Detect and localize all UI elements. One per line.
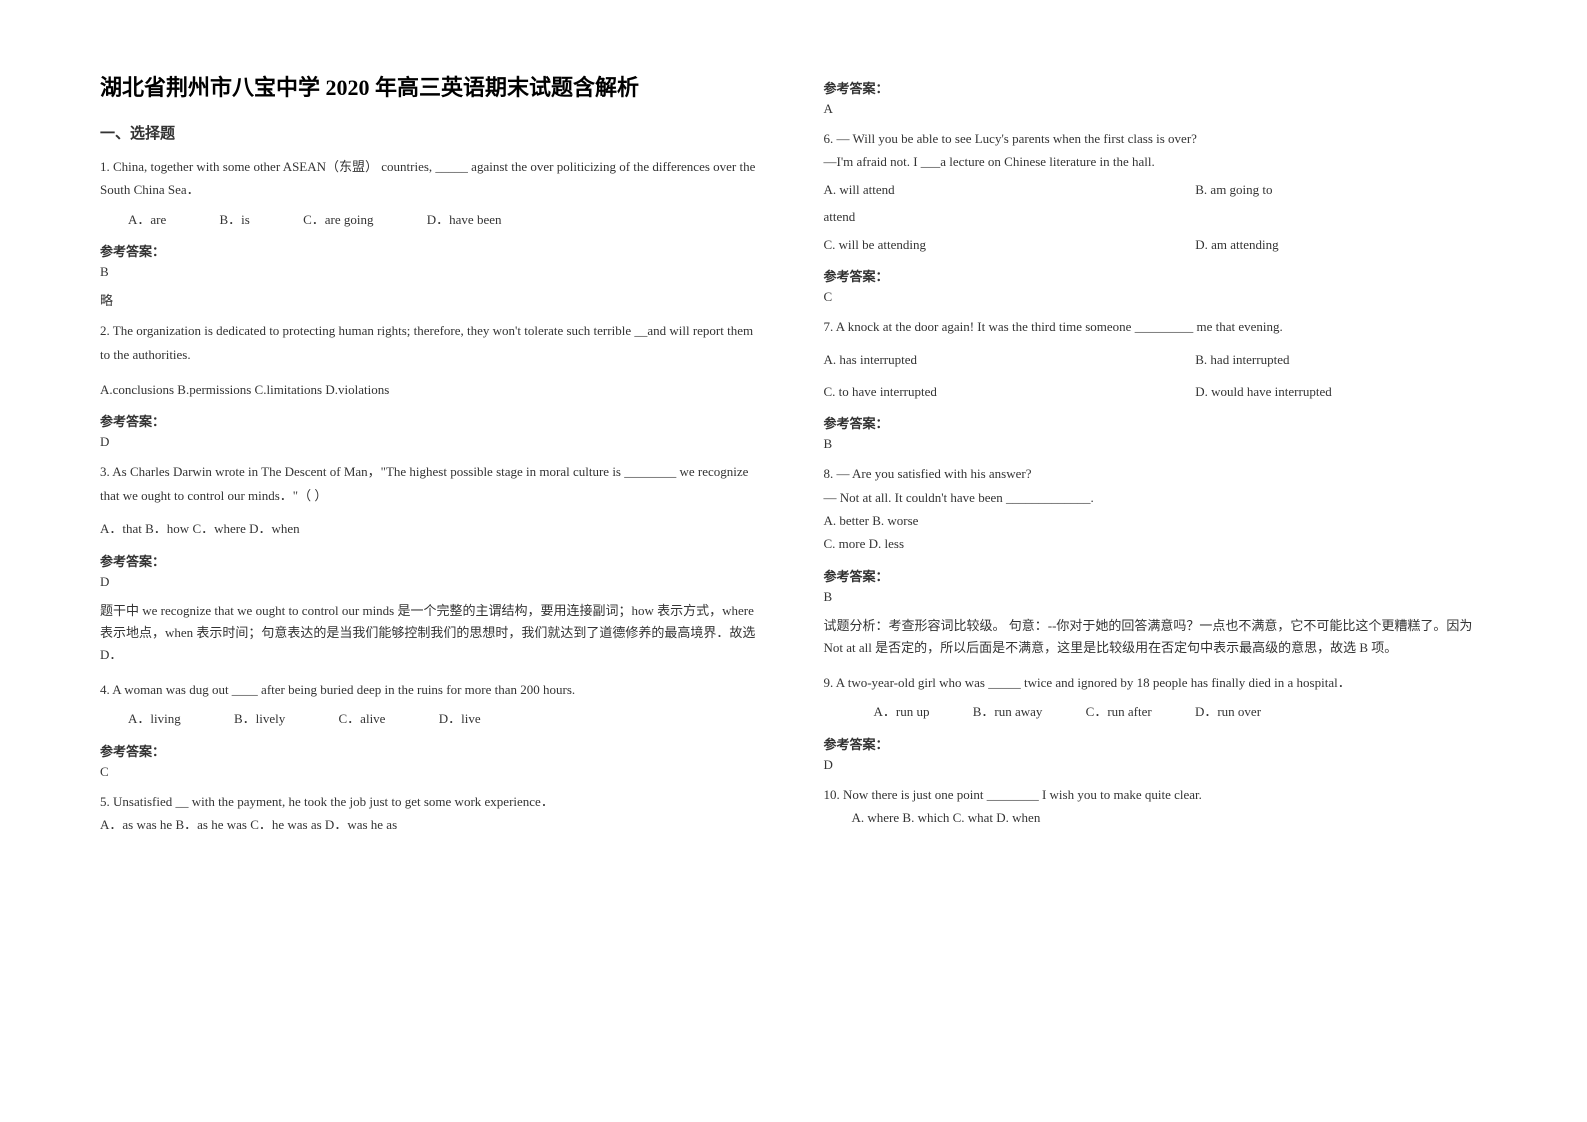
- option-b: B．is: [220, 208, 250, 231]
- option-d: D. am attending: [1115, 233, 1487, 256]
- answer-label: 参考答案：: [100, 241, 764, 260]
- answer-label: 参考答案：: [824, 266, 1488, 285]
- question-text: 1. China, together with some other ASEAN…: [100, 155, 764, 202]
- option-row: A．as was he B．as he was C．he was as D．wa…: [100, 813, 764, 836]
- question-text: 2. The organization is dedicated to prot…: [100, 319, 764, 366]
- question-7: 7. A knock at the door again! It was the…: [824, 315, 1488, 403]
- question-line1: 8. — Are you satisfied with his answer?: [824, 462, 1488, 485]
- question-line1: 6. — Will you be able to see Lucy's pare…: [824, 127, 1488, 150]
- option-row-1: A. better B. worse: [824, 509, 1488, 532]
- option-c: C. will be attending: [824, 233, 1116, 256]
- answer-value: D: [824, 757, 1488, 773]
- question-4: 4. A woman was dug out ____ after being …: [100, 678, 764, 731]
- option-c: C．run after: [1086, 700, 1152, 723]
- page-title: 湖北省荆州市八宝中学 2020 年高三英语期末试题含解析: [100, 70, 764, 102]
- option-row-2: C. more D. less: [824, 532, 1488, 555]
- option-a: A．run up: [874, 700, 930, 723]
- option-row-2: C. to have interrupted D. would have int…: [824, 380, 1488, 403]
- option-c: C．are going: [303, 208, 373, 231]
- question-1: 1. China, together with some other ASEAN…: [100, 155, 764, 231]
- answer-explain: 略: [100, 290, 764, 309]
- option-row-1: A. has interrupted B. had interrupted: [824, 348, 1488, 371]
- answer-value: C: [824, 289, 1488, 305]
- question-text: 7. A knock at the door again! It was the…: [824, 315, 1488, 338]
- question-2: 2. The organization is dedicated to prot…: [100, 319, 764, 401]
- answer-label: 参考答案：: [100, 741, 764, 760]
- option-b: B．lively: [234, 707, 285, 730]
- answer-value: A: [824, 101, 1488, 117]
- option-row: A．that B．how C．where D．when: [100, 517, 764, 540]
- question-5: 5. Unsatisfied __ with the payment, he t…: [100, 790, 764, 837]
- option-b: B. had interrupted: [1115, 348, 1487, 371]
- answer-value: C: [100, 764, 764, 780]
- answer-value: D: [100, 434, 764, 450]
- answer-value: B: [824, 589, 1488, 605]
- option-d: D．have been: [427, 208, 502, 231]
- option-d: D. would have interrupted: [1115, 380, 1487, 403]
- section-heading: 一、选择题: [100, 122, 764, 143]
- question-text: 3. As Charles Darwin wrote in The Descen…: [100, 460, 764, 507]
- option-c: C．alive: [339, 707, 386, 730]
- question-6: 6. — Will you be able to see Lucy's pare…: [824, 127, 1488, 256]
- answer-label: 参考答案：: [824, 78, 1488, 97]
- question-10: 10. Now there is just one point ________…: [824, 783, 1488, 830]
- option-d: D．run over: [1195, 700, 1261, 723]
- answer-label: 参考答案：: [824, 413, 1488, 432]
- question-line2: —I'm afraid not. I ___a lecture on Chine…: [824, 150, 1488, 173]
- answer-explain: 题干中 we recognize that we ought to contro…: [100, 600, 764, 666]
- option-row-2: C. will be attending D. am attending: [824, 233, 1488, 256]
- answer-label: 参考答案：: [100, 551, 764, 570]
- question-text: 4. A woman was dug out ____ after being …: [100, 678, 764, 701]
- question-9: 9. A two-year-old girl who was _____ twi…: [824, 671, 1488, 724]
- answer-explain: 试题分析：考查形容词比较级。 句意：--你对于她的回答满意吗？一点也不满意，它不…: [824, 615, 1488, 659]
- right-column: 参考答案： A 6. — Will you be able to see Luc…: [824, 70, 1488, 1082]
- option-row: A.conclusions B.permissions C.limitation…: [100, 378, 764, 401]
- answer-label: 参考答案：: [824, 734, 1488, 753]
- option-row: A. where B. which C. what D. when: [852, 806, 1488, 829]
- option-b: B. am going to: [1115, 178, 1487, 201]
- option-a: A．are: [128, 208, 166, 231]
- option-a: A. will attend: [824, 178, 1116, 201]
- option-row: A．are B．is C．are going D．have been: [128, 208, 764, 231]
- option-b: B．run away: [973, 700, 1043, 723]
- option-d: D．live: [439, 707, 481, 730]
- answer-value: B: [100, 264, 764, 280]
- answer-value: B: [824, 436, 1488, 452]
- question-line2: — Not at all. It couldn't have been ____…: [824, 486, 1488, 509]
- option-c: C. to have interrupted: [824, 380, 1116, 403]
- question-text: 9. A two-year-old girl who was _____ twi…: [824, 671, 1488, 694]
- question-8: 8. — Are you satisfied with his answer? …: [824, 462, 1488, 556]
- answer-value: D: [100, 574, 764, 590]
- answer-label: 参考答案：: [824, 566, 1488, 585]
- option-row-1: A. will attend B. am going to: [824, 178, 1488, 201]
- option-a: A. has interrupted: [824, 348, 1116, 371]
- option-row: A．living B．lively C．alive D．live: [128, 707, 764, 730]
- question-3: 3. As Charles Darwin wrote in The Descen…: [100, 460, 764, 540]
- option-row: A．run up B．run away C．run after D．run ov…: [874, 700, 1488, 723]
- option-a: A．living: [128, 707, 181, 730]
- answer-label: 参考答案：: [100, 411, 764, 430]
- option-b-cont: attend: [824, 205, 1488, 228]
- question-text: 5. Unsatisfied __ with the payment, he t…: [100, 790, 764, 813]
- left-column: 湖北省荆州市八宝中学 2020 年高三英语期末试题含解析 一、选择题 1. Ch…: [100, 70, 764, 1082]
- question-text: 10. Now there is just one point ________…: [824, 783, 1488, 806]
